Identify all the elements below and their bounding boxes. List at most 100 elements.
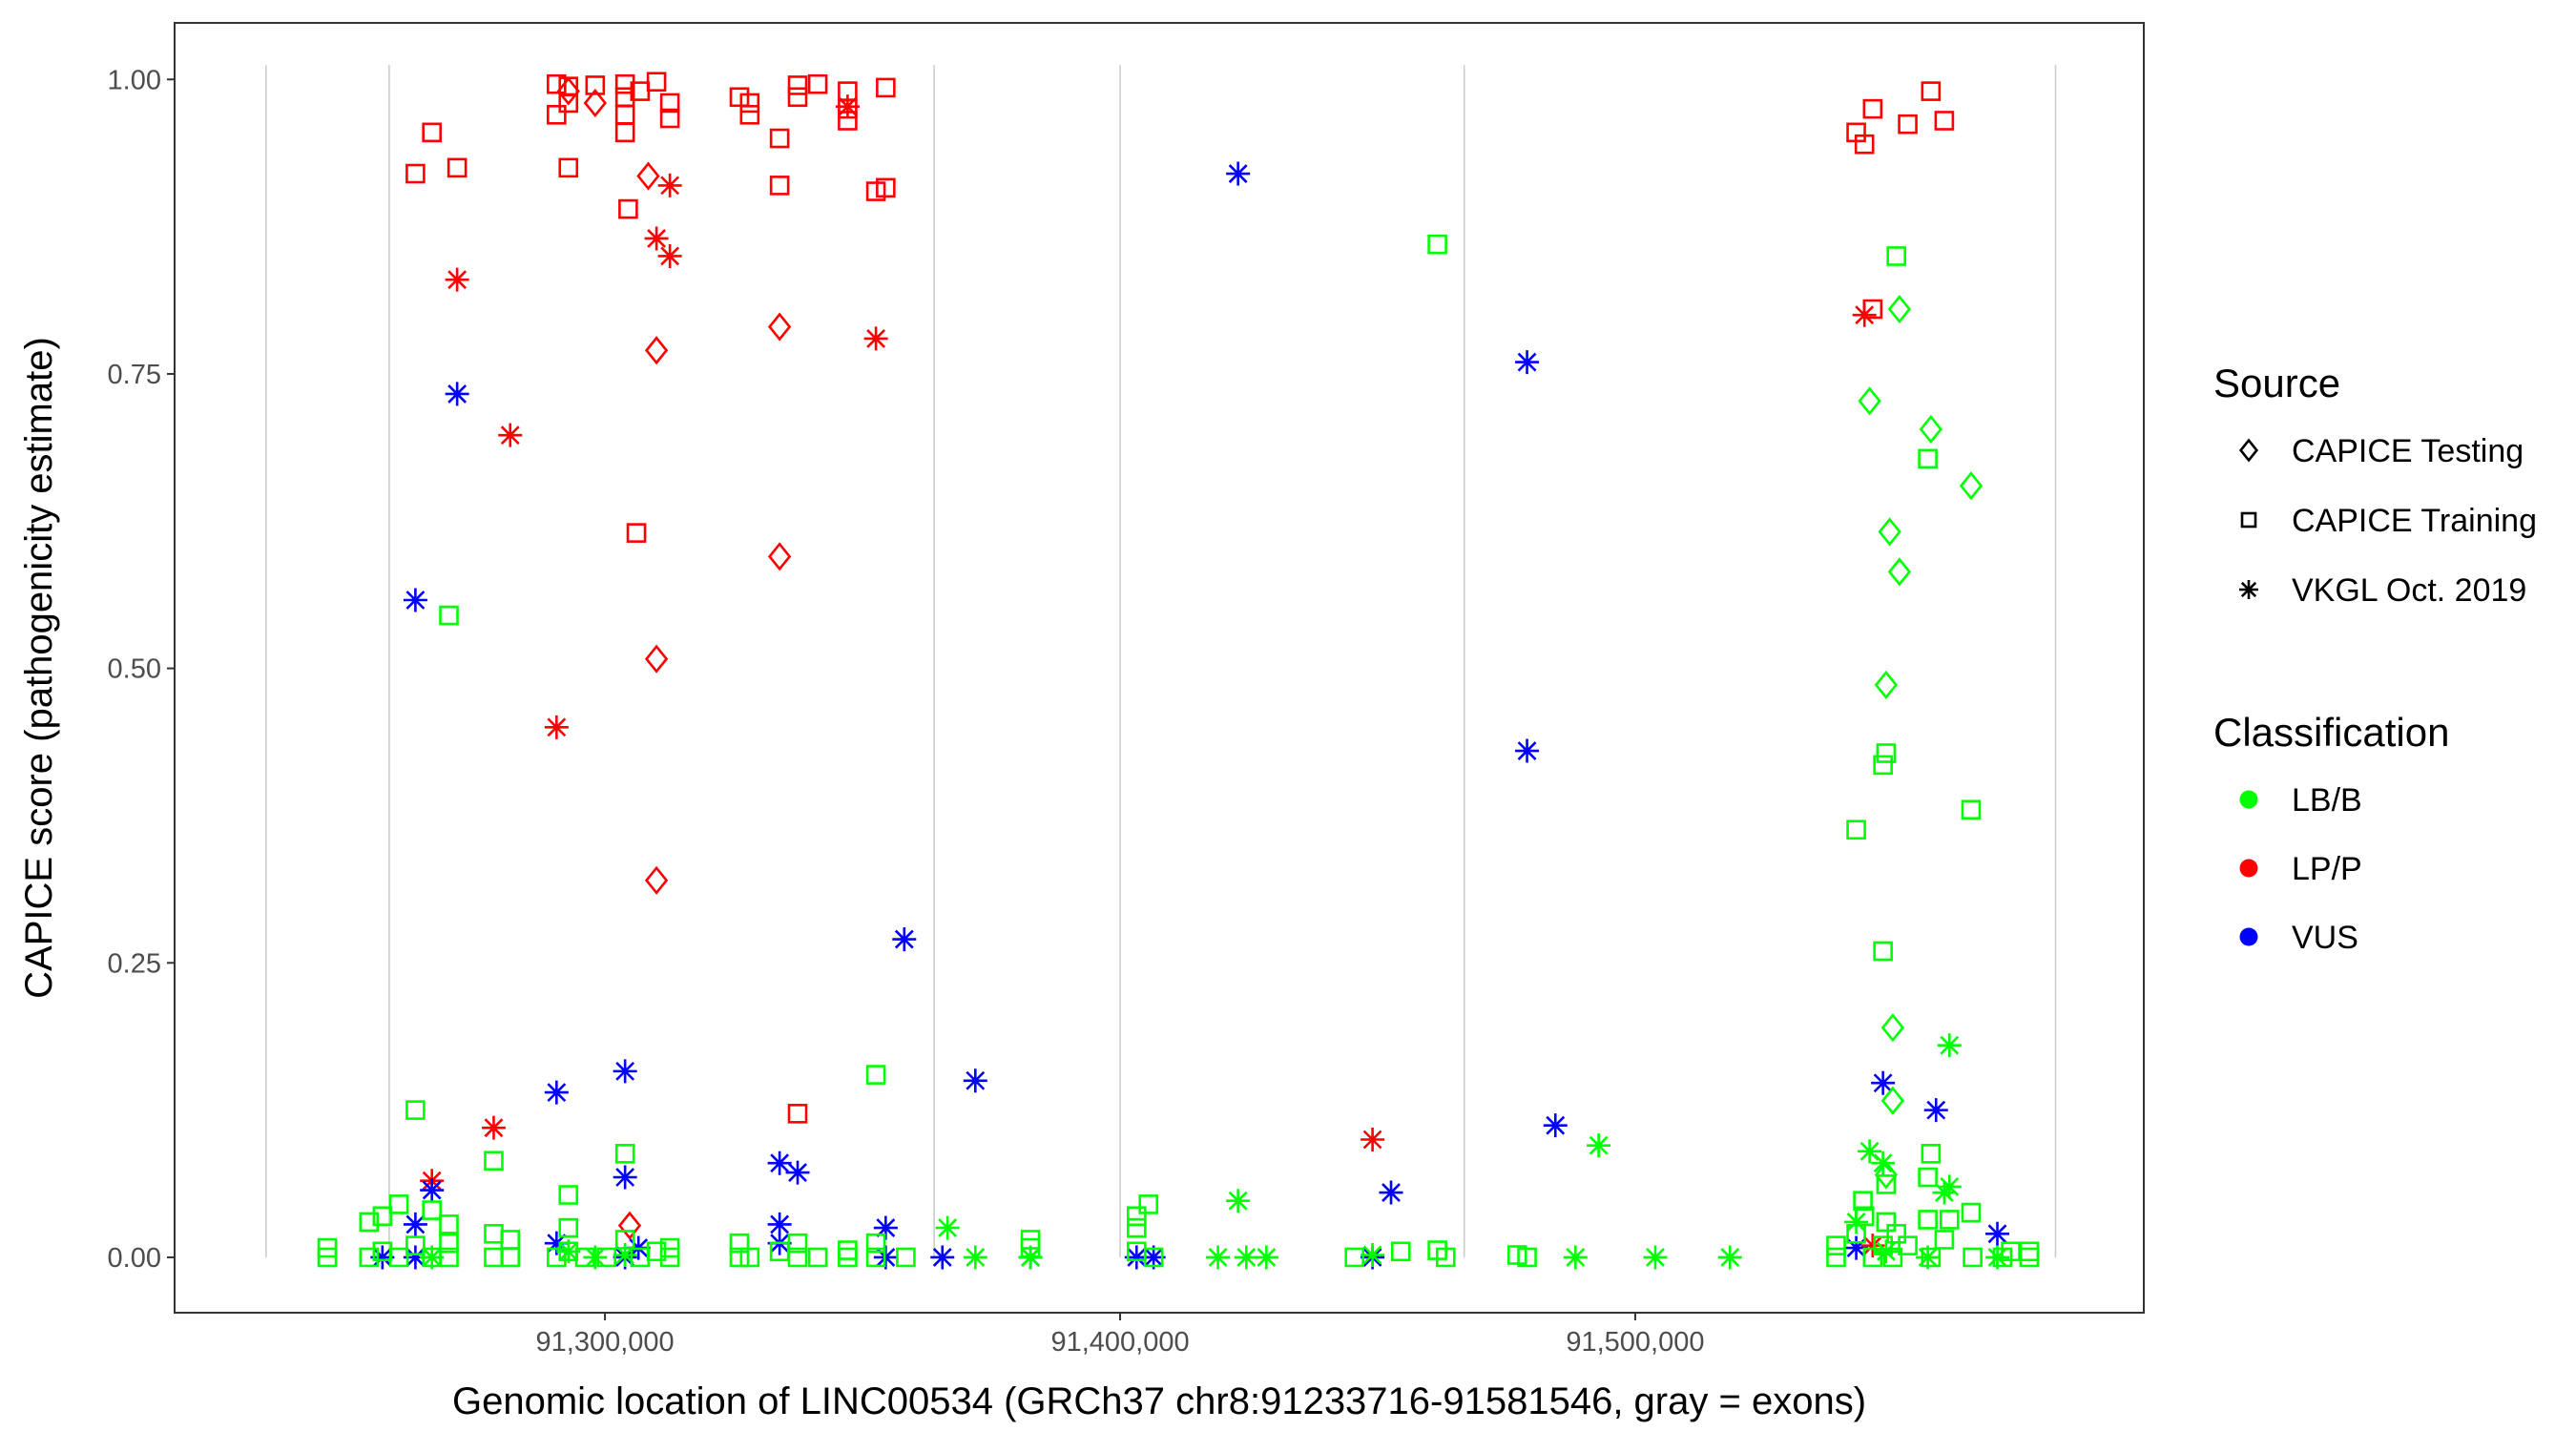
data-point-vus-asterisk	[1844, 1235, 1869, 1260]
data-point-lb-b-square	[405, 1235, 426, 1255]
legend-source-label: VKGL Oct. 2019	[2292, 572, 2526, 609]
asterisk-shape	[1937, 1174, 1962, 1199]
diamond-shape	[644, 644, 669, 674]
data-point-lb-b-diamond	[1858, 386, 1881, 416]
data-point-lb-b-square	[1517, 1247, 1537, 1268]
data-point-lp-p-asterisk	[445, 267, 469, 292]
square-shape	[769, 176, 790, 196]
data-point-lp-p-square	[1921, 81, 1942, 101]
data-point-lp-p-square	[876, 177, 896, 198]
data-point-lb-b-square	[1934, 1230, 1955, 1250]
square-shape	[1898, 114, 1918, 135]
asterisk-shape	[1543, 1113, 1568, 1138]
square-shape	[1963, 1247, 1983, 1268]
data-point-lb-b-asterisk	[963, 1245, 987, 1270]
asterisk-shape	[1515, 738, 1540, 763]
data-point-lb-b-square	[422, 1200, 442, 1220]
asterisk-shape	[445, 382, 469, 406]
data-point-lp-p-square	[626, 523, 647, 543]
data-point-lb-b-asterisk	[556, 1239, 581, 1264]
data-point-lp-p-square	[1934, 111, 1955, 131]
square-shape	[558, 1217, 579, 1238]
data-point-lp-p-square	[630, 81, 651, 101]
diamond-shape	[1858, 386, 1881, 416]
data-point-vus-asterisk	[544, 1231, 569, 1255]
data-point-lb-b-square	[787, 1247, 808, 1268]
square-shape	[739, 93, 760, 114]
legend-classification-title: Classification	[2213, 710, 2449, 755]
y-tick-label: 0.00	[108, 1243, 161, 1274]
y-tick-label: 0.25	[108, 948, 161, 979]
data-point-lb-b-square	[558, 1185, 579, 1205]
data-point-lb-b-square	[388, 1194, 409, 1214]
asterisk-shape	[1871, 1151, 1896, 1175]
square-shape	[659, 1237, 680, 1258]
data-point-lp-p-square	[585, 75, 606, 95]
asterisk-shape	[481, 1115, 506, 1140]
square-shape	[1862, 98, 1883, 119]
asterisk-shape	[1937, 1033, 1962, 1058]
diamond-shape	[556, 76, 580, 106]
data-point-lb-b-square	[865, 1233, 886, 1254]
asterisk-shape	[1871, 1070, 1896, 1095]
data-point-lb-b-asterisk	[1916, 1245, 1941, 1270]
square-shape	[1517, 1247, 1537, 1268]
data-point-lb-b-asterisk	[1643, 1245, 1668, 1270]
asterisk-shape	[963, 1245, 987, 1270]
data-point-lb-b-square	[1427, 1240, 1447, 1260]
legend-asterisk-icon	[2239, 580, 2258, 599]
square-shape	[1939, 1210, 1960, 1230]
x-axis-title: Genomic location of LINC00534 (GRCh37 ch…	[452, 1380, 1866, 1422]
asterisk-shape	[835, 94, 860, 119]
square-shape	[372, 1206, 393, 1227]
square-shape	[439, 1233, 459, 1254]
data-point-lb-b-square	[1126, 1217, 1147, 1238]
data-point-lb-b-square	[317, 1237, 338, 1258]
asterisk-shape	[1985, 1221, 2009, 1246]
data-point-lb-b-asterisk	[1226, 1189, 1251, 1213]
asterisk-shape	[556, 1239, 581, 1264]
asterisk-shape	[544, 1231, 569, 1255]
data-point-lb-b-square	[865, 1247, 886, 1268]
legend-classification-label: VUS	[2292, 920, 2358, 956]
data-point-vus-asterisk	[403, 1212, 427, 1236]
square-shape	[807, 73, 828, 94]
data-point-lb-b-asterisk	[1018, 1245, 1043, 1270]
data-point-vus-asterisk	[1515, 738, 1540, 763]
square-shape	[807, 1247, 828, 1268]
data-point-lp-p-asterisk	[481, 1115, 506, 1140]
square-shape	[1826, 1247, 1846, 1268]
data-point-vus-asterisk	[613, 1059, 637, 1084]
data-point-lb-b-square	[1921, 1144, 1942, 1164]
data-point-lb-b-square	[1138, 1194, 1159, 1214]
data-point-lb-b-asterisk	[1871, 1151, 1896, 1175]
diamond-shape	[767, 312, 792, 342]
data-point-lb-b-asterisk	[420, 1245, 445, 1270]
data-point-lp-p-square	[447, 157, 467, 178]
data-point-lb-b-asterisk	[1717, 1245, 1742, 1270]
data-point-lp-p-square	[739, 105, 760, 125]
asterisk-shape	[1234, 1245, 1258, 1270]
data-point-vus-asterisk	[445, 382, 469, 406]
square-shape	[484, 1151, 504, 1172]
square-shape	[614, 73, 635, 94]
data-point-lp-p-square	[618, 198, 638, 219]
legend-source-title: Source	[2213, 361, 2340, 405]
square-shape	[1876, 1212, 1897, 1233]
data-point-lb-b-square	[1898, 1235, 1918, 1255]
asterisk-shape	[785, 1160, 810, 1185]
asterisk-shape	[1844, 1235, 1869, 1260]
data-point-lb-b-square	[729, 1233, 750, 1254]
data-point-lb-b-asterisk	[1234, 1245, 1258, 1270]
data-point-lb-b-square	[807, 1247, 828, 1268]
square-shape	[1882, 1247, 1903, 1268]
data-point-lb-b-asterisk	[1858, 1139, 1882, 1164]
square-shape	[1854, 134, 1875, 155]
data-point-lb-b-square	[359, 1247, 380, 1268]
data-point-lp-p-square	[876, 77, 896, 98]
square-shape	[439, 1214, 459, 1234]
square-shape	[1918, 1210, 1938, 1230]
data-point-lp-p-square	[739, 93, 760, 114]
square-shape	[547, 1247, 567, 1268]
asterisk-shape	[1226, 1189, 1251, 1213]
